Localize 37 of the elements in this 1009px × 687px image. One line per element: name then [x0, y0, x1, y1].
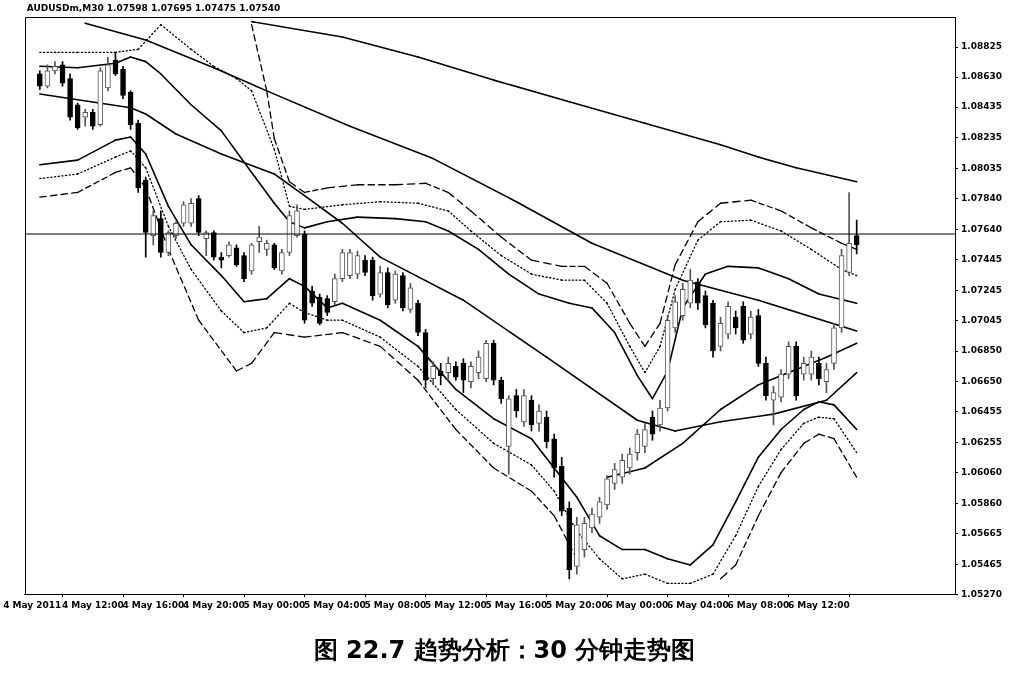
- x-tick-label: 5 May 20:00: [545, 599, 608, 610]
- y-tick-label: 1.05665: [961, 527, 1003, 538]
- candlestick: [437, 362, 444, 386]
- y-tick-label: 1.07245: [961, 284, 1003, 295]
- y-tick-label: 1.08825: [961, 41, 1003, 52]
- y-tick-label: 1.07445: [961, 253, 1003, 264]
- y-tick-label: 1.07640: [961, 223, 1003, 234]
- candlestick: [82, 109, 89, 127]
- y-tick-label: 1.05860: [961, 497, 1003, 508]
- x-tick-label: 4 May 12:00: [61, 599, 124, 610]
- y-tick-label: 1.06255: [961, 436, 1003, 447]
- x-tick-label: 5 May 16:00: [485, 599, 548, 610]
- y-tick-label: 1.06060: [961, 466, 1003, 477]
- text: AUDUSDm,M30 1.07598 1.07695 1.07475 1.07540: [26, 3, 281, 14]
- y-tick-label: 1.07045: [961, 315, 1003, 326]
- y-tick-label: 1.08630: [961, 71, 1003, 82]
- x-tick-label: 6 May 08:00: [727, 599, 790, 610]
- x-tick-label: 4 May 2011: [3, 599, 62, 610]
- y-tick-label: 1.08235: [961, 132, 1003, 143]
- x-tick-label: 5 May 00:00: [243, 599, 306, 610]
- x-tick-label: 6 May 00:00: [606, 599, 669, 610]
- y-tick-label: 1.06650: [961, 376, 1003, 387]
- x-tick-label: 5 May 12:00: [424, 599, 487, 610]
- x-tick-label: 4 May 16:00: [122, 599, 185, 610]
- text: 图 22.7 趋势分析：30 分钟走势图: [312, 635, 697, 666]
- x-tick-label: 5 May 04:00: [303, 599, 366, 610]
- y-tick-label: 1.08035: [961, 162, 1003, 173]
- y-tick-label: 1.08435: [961, 101, 1003, 112]
- y-tick-label: 1.05465: [961, 558, 1003, 569]
- x-tick-label: 6 May 12:00: [787, 599, 850, 610]
- y-tick-label: 1.06455: [961, 406, 1003, 417]
- x-tick-label: 5 May 08:00: [364, 599, 427, 610]
- y-tick-label: 1.07840: [961, 192, 1003, 203]
- y-tick-label: 1.05270: [961, 588, 1003, 599]
- y-tick-label: 1.06850: [961, 345, 1003, 356]
- x-tick-label: 6 May 04:00: [666, 599, 729, 610]
- x-tick-label: 4 May 20:00: [182, 599, 245, 610]
